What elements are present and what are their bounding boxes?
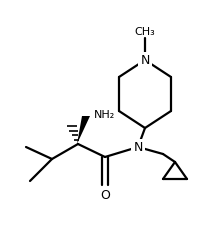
Text: CH₃: CH₃ xyxy=(135,27,155,37)
Text: N: N xyxy=(133,141,143,154)
Text: O: O xyxy=(100,188,110,201)
Polygon shape xyxy=(77,116,90,144)
Text: NH₂: NH₂ xyxy=(94,109,115,119)
Text: N: N xyxy=(140,54,150,67)
